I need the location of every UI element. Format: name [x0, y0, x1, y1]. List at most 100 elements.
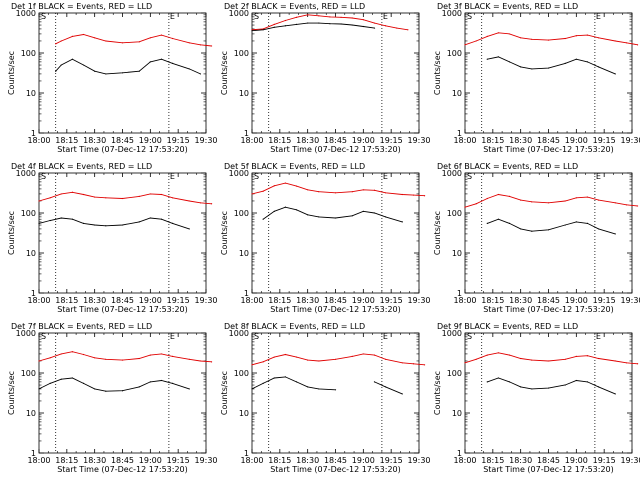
point-lld	[351, 191, 353, 193]
point-lld	[149, 193, 151, 195]
y-tick-label: 1	[31, 289, 36, 298]
point-lld	[60, 353, 62, 355]
y-tick-label: 100	[234, 209, 249, 218]
x-tick-label: 18:45	[111, 296, 134, 305]
x-tick-label: 19:30	[407, 296, 430, 305]
point-events	[334, 217, 337, 219]
point-events	[497, 218, 499, 220]
y-tick-label: 1000	[442, 329, 462, 338]
y-tick-label: 1	[244, 289, 249, 298]
y-tick-label: 100	[234, 49, 249, 58]
point-events	[188, 388, 190, 390]
series-lld	[55, 34, 212, 47]
point-lld	[262, 361, 264, 363]
x-axis-label: Start Time (07-Dec-12 17:53:20)	[483, 465, 614, 474]
x-tick-label: 19:15	[167, 456, 190, 465]
point-events	[121, 224, 124, 226]
plot-frame	[464, 12, 633, 134]
point-events	[373, 212, 376, 214]
point-lld	[71, 351, 73, 353]
point-lld	[464, 206, 466, 208]
y-axis-label: Counts/sec	[7, 371, 16, 415]
point-events	[508, 222, 511, 224]
point-events	[188, 228, 190, 230]
x-tick-label: 18:00	[240, 136, 263, 145]
y-tick-label: 100	[21, 209, 36, 218]
point-lld	[531, 201, 533, 203]
point-lld	[486, 35, 488, 38]
y-axis-label: Counts/sec	[220, 51, 229, 95]
point-events	[251, 388, 253, 390]
point-lld	[385, 192, 387, 194]
chart-panel-9: Det 9f BLACK = Events, RED = LLD 1 10 100 10…	[433, 322, 640, 474]
series-events	[38, 217, 190, 230]
point-lld	[373, 189, 376, 191]
x-tick-label: 18:00	[27, 136, 50, 145]
point-lld	[412, 194, 415, 196]
point-lld	[307, 189, 309, 191]
point-lld	[385, 358, 387, 360]
point-lld	[412, 363, 415, 365]
point-lld	[636, 363, 639, 365]
point-events	[121, 390, 124, 392]
x-tick-label: 18:45	[324, 456, 347, 465]
point-events	[586, 381, 589, 383]
point-lld	[121, 197, 124, 200]
marker-label-S: S	[467, 12, 472, 21]
point-lld	[385, 25, 387, 27]
y-tick-label: 1000	[229, 9, 249, 18]
point-lld	[94, 196, 96, 198]
point-events	[340, 23, 342, 25]
x-tick-label: 19:30	[620, 296, 640, 305]
point-events	[586, 222, 589, 224]
x-tick-label: 19:15	[380, 296, 403, 305]
chart-title: Det 1f BLACK = Events, RED = LLD	[11, 2, 152, 11]
point-events	[318, 388, 320, 390]
plot-frame	[251, 12, 420, 134]
x-tick-label: 19:00	[139, 296, 162, 305]
point-lld	[334, 358, 337, 360]
marker-label-S: S	[41, 12, 46, 21]
point-events	[351, 24, 353, 26]
x-tick-label: 18:45	[537, 136, 560, 145]
plot-frame	[464, 332, 633, 454]
x-axis-label: Start Time (07-Dec-12 17:53:20)	[57, 465, 188, 474]
point-events	[138, 221, 140, 223]
series-lld	[251, 182, 425, 197]
point-lld	[575, 197, 577, 199]
point-events	[188, 68, 190, 70]
series-events	[487, 56, 616, 75]
chart-title: Det 5f BLACK = Events, RED = LLD	[224, 162, 365, 171]
point-events	[262, 29, 264, 31]
point-events	[520, 228, 522, 230]
point-lld	[362, 19, 364, 21]
point-lld	[547, 39, 550, 41]
x-tick-label: 18:45	[324, 136, 347, 145]
x-tick-label: 19:15	[167, 136, 190, 145]
marker-label-S: S	[41, 172, 46, 181]
chart-panel-4: Det 4f BLACK = Events, RED = LLD 1 10 100 10…	[7, 162, 218, 314]
point-lld	[475, 203, 477, 205]
point-lld	[508, 33, 511, 35]
y-tick-label: 1000	[16, 169, 36, 178]
point-lld	[486, 354, 488, 356]
series-events	[251, 376, 403, 395]
point-lld	[94, 357, 96, 359]
x-tick-label: 18:45	[111, 136, 134, 145]
marker-label-E: E	[170, 332, 175, 341]
chart-title: Det 7f BLACK = Events, RED = LLD	[11, 322, 152, 331]
point-events	[385, 216, 387, 218]
point-lld	[351, 355, 353, 358]
x-axis-label: Start Time (07-Dec-12 17:53:20)	[270, 305, 401, 314]
point-events	[564, 62, 566, 64]
x-tick-label: 18:15	[55, 456, 78, 465]
marker-label-S: S	[254, 172, 259, 181]
point-lld	[307, 14, 309, 16]
chart-panel-5: Det 5f BLACK = Events, RED = LLD 1 10 100 10…	[220, 162, 431, 314]
y-tick-label: 10	[239, 409, 249, 418]
point-events	[598, 228, 600, 230]
x-tick-label: 18:15	[481, 136, 504, 145]
point-events	[373, 27, 376, 29]
point-lld	[464, 362, 466, 364]
